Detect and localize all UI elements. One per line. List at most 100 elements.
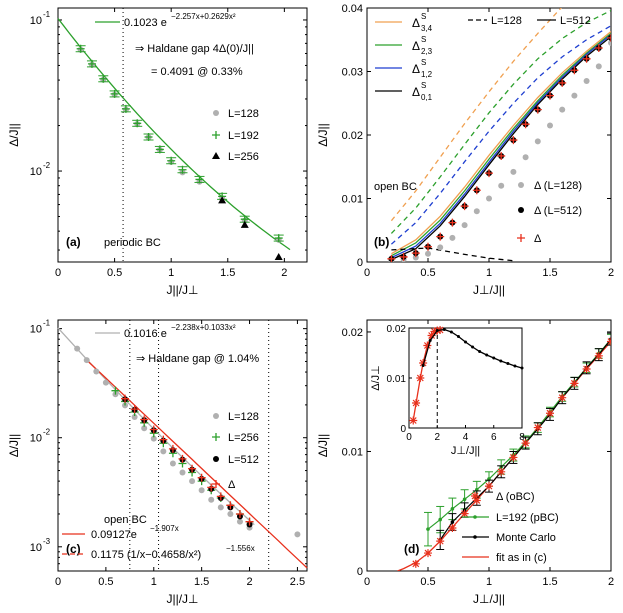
data-point bbox=[419, 359, 428, 367]
y-tick-exponent: -1 bbox=[43, 319, 51, 328]
data-point bbox=[141, 425, 148, 432]
y-tick-label: 0.01 bbox=[342, 446, 363, 458]
data-point bbox=[155, 145, 164, 154]
data-point bbox=[460, 202, 469, 211]
data-point bbox=[437, 244, 444, 251]
data-point bbox=[208, 496, 215, 503]
data-point bbox=[213, 456, 219, 462]
data-point bbox=[212, 131, 220, 139]
x-tick-label: 0 bbox=[55, 267, 61, 279]
data-point bbox=[450, 507, 455, 511]
inset-x-label: J⊥/J|| bbox=[451, 445, 480, 457]
legend-label: Δ bbox=[534, 233, 542, 245]
inset-data-point bbox=[456, 335, 460, 338]
inset-data-point bbox=[435, 329, 439, 332]
data-point bbox=[582, 54, 591, 63]
legend-label-sub: 2,3 bbox=[421, 47, 433, 56]
data-point bbox=[216, 492, 225, 501]
x-tick-label: 2 bbox=[246, 576, 252, 588]
data-point bbox=[178, 165, 187, 174]
plot-area bbox=[387, 8, 611, 262]
x-tick-label: 0.5 bbox=[98, 576, 113, 588]
data-point bbox=[571, 92, 578, 99]
fit-formula-exponent: −1.907x bbox=[150, 524, 179, 533]
legend-label: Δ bbox=[228, 479, 236, 491]
x-axis-label: J⊥/J|| bbox=[473, 283, 505, 297]
data-point bbox=[169, 460, 176, 467]
x-tick-label: 0.5 bbox=[420, 576, 435, 588]
series-line bbox=[391, 247, 514, 262]
data-point bbox=[498, 182, 505, 189]
legend-label: L=256 bbox=[228, 432, 259, 444]
y-tick-label: 10 bbox=[30, 542, 42, 554]
fit-formula: 0.09127e bbox=[91, 529, 137, 541]
y-tick-exponent: -1 bbox=[43, 10, 51, 19]
boundary-note: periodic BC bbox=[104, 237, 161, 249]
inset-data-point bbox=[449, 330, 453, 334]
data-point bbox=[522, 154, 529, 161]
x-tick-label: 0.5 bbox=[107, 267, 122, 279]
panel-label: (b) bbox=[374, 235, 389, 249]
data-point bbox=[510, 168, 517, 175]
legend-label-sup: S bbox=[421, 58, 426, 67]
fit-formula: 0.1016 e bbox=[124, 328, 167, 340]
y-tick-label: 10 bbox=[30, 324, 42, 336]
data-point bbox=[110, 89, 119, 98]
data-point bbox=[558, 393, 567, 402]
x-tick-label: 1 bbox=[168, 267, 174, 279]
fit-formula-exponent: −2.257x+0.2629x² bbox=[171, 12, 236, 21]
y-axis-label: Δ/J|| bbox=[316, 434, 330, 458]
panel-c: 0 0.5 1 1.5 2 2.510-110-210-3J||/J⊥Δ/J||0.101… bbox=[7, 319, 308, 606]
y-tick-label: 0.01 bbox=[342, 194, 363, 206]
inset-y-tick-label: 0 bbox=[400, 424, 406, 435]
x-tick-label: 1.5 bbox=[542, 267, 557, 279]
data-point bbox=[423, 341, 432, 350]
data-point bbox=[436, 537, 445, 546]
data-point bbox=[197, 473, 206, 482]
panel-label: (a) bbox=[66, 235, 81, 249]
data-point bbox=[438, 517, 443, 522]
inset-data-point bbox=[513, 364, 517, 368]
panel-label: (c) bbox=[66, 542, 81, 556]
inset: 0 2 4 6 8 0 0.01 0.02 J⊥/J|| Δ/J⊥ bbox=[370, 324, 525, 457]
legend-label: L=128 bbox=[228, 411, 259, 423]
x-tick-label: 2.5 bbox=[290, 576, 305, 588]
data-point bbox=[607, 33, 611, 42]
inset-data-point bbox=[464, 340, 467, 344]
legend-marker bbox=[473, 515, 477, 519]
inset-data-point bbox=[428, 339, 432, 342]
data-point bbox=[111, 386, 120, 395]
data-point bbox=[236, 518, 243, 525]
legend-label: Δ (L=512) bbox=[534, 205, 582, 217]
data-point bbox=[485, 169, 493, 178]
legend-label-sub: 3,4 bbox=[421, 24, 433, 33]
legend-label: Δ bbox=[412, 16, 420, 30]
legend-label-sup: S bbox=[421, 35, 426, 44]
series-line bbox=[391, 32, 611, 257]
data-point bbox=[412, 254, 419, 261]
legend-label-sup: S bbox=[421, 12, 426, 21]
boundary-note: open BC bbox=[104, 514, 147, 526]
data-point bbox=[412, 399, 421, 407]
data-point bbox=[427, 331, 436, 340]
panel-d: 0 0.5 1 1.5 2 0 0.01 0.02 J⊥/J|| Δ/J|| Δ (oBC) L=19… bbox=[316, 319, 614, 606]
data-point bbox=[83, 357, 90, 364]
data-point bbox=[461, 222, 468, 229]
data-point bbox=[521, 120, 530, 129]
data-point bbox=[411, 559, 420, 568]
inset-data-point bbox=[520, 366, 524, 370]
data-point bbox=[448, 218, 457, 227]
legend-label: L=192 (pBC) bbox=[496, 512, 559, 524]
y-tick-exponent: -2 bbox=[43, 428, 51, 437]
inset-y-tick-label: 0.01 bbox=[387, 374, 407, 385]
data-point bbox=[87, 59, 96, 68]
series-line bbox=[390, 8, 562, 222]
x-axis-label: J||/J⊥ bbox=[166, 283, 198, 297]
x-tick-label: 0 bbox=[364, 576, 370, 588]
data-point bbox=[424, 242, 432, 251]
data-point bbox=[218, 196, 227, 204]
data-point bbox=[462, 497, 467, 502]
plot-area bbox=[397, 332, 611, 571]
data-point bbox=[486, 195, 492, 202]
